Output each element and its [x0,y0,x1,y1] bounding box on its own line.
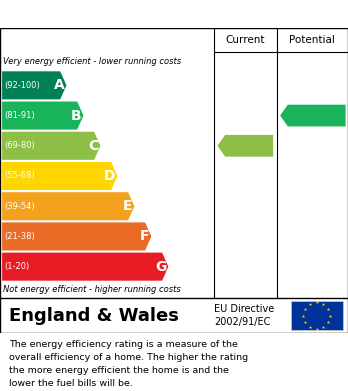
Text: F: F [140,230,150,244]
Text: The energy efficiency rating is a measure of the
overall efficiency of a home. T: The energy efficiency rating is a measur… [9,340,248,387]
Text: C: C [88,139,98,153]
Polygon shape [2,102,84,129]
Text: England & Wales: England & Wales [9,307,179,325]
Polygon shape [280,105,346,126]
Text: (55-68): (55-68) [5,172,35,181]
Polygon shape [2,162,117,190]
Polygon shape [2,132,101,160]
Text: (81-91): (81-91) [5,111,35,120]
Polygon shape [2,192,134,220]
Polygon shape [2,253,168,281]
Text: D: D [104,169,116,183]
Text: 70: 70 [239,139,256,152]
Polygon shape [2,222,151,251]
Text: E: E [123,199,133,213]
Text: (69-80): (69-80) [5,141,35,150]
Text: (1-20): (1-20) [5,262,30,271]
Polygon shape [218,135,273,157]
Text: (39-54): (39-54) [5,202,35,211]
Text: Not energy efficient - higher running costs: Not energy efficient - higher running co… [3,285,181,294]
Text: EU Directive
2002/91/EC: EU Directive 2002/91/EC [214,304,274,327]
Text: (21-38): (21-38) [5,232,35,241]
Text: 88: 88 [307,109,324,122]
Text: Energy Efficiency Rating: Energy Efficiency Rating [63,7,285,22]
Text: Very energy efficient - lower running costs: Very energy efficient - lower running co… [3,57,181,66]
Text: Potential: Potential [290,35,335,45]
Text: B: B [71,109,81,122]
Bar [291,301,343,330]
Polygon shape [2,71,66,99]
Text: A: A [54,78,65,92]
Text: (92-100): (92-100) [5,81,40,90]
Text: Current: Current [226,35,265,45]
Text: G: G [155,260,166,274]
